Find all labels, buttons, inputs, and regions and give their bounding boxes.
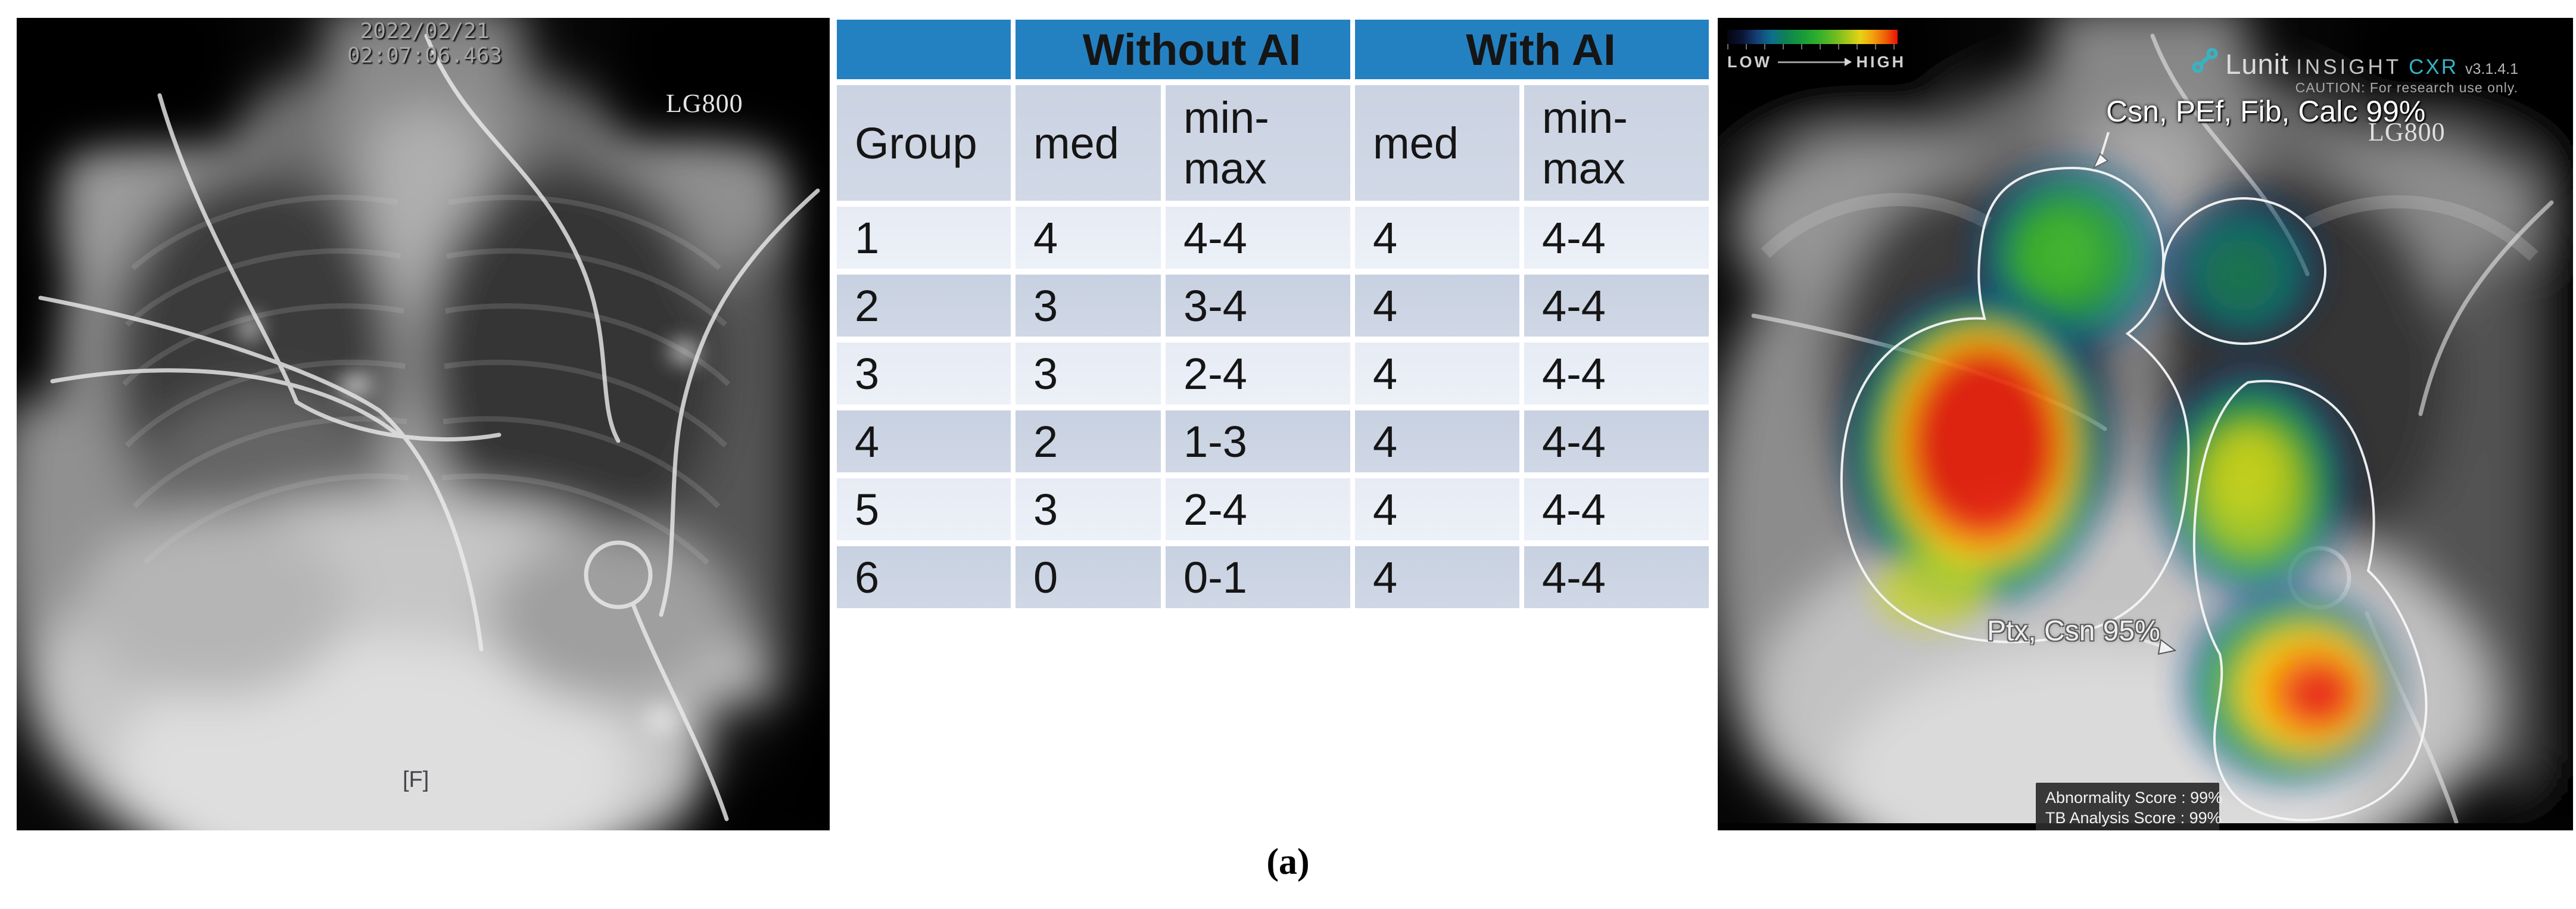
tb-analysis-score: TB Analysis Score : 99%	[2045, 809, 2222, 827]
finding-label-lower: Ptx, Csn 95%	[1987, 615, 2160, 647]
left-xray-image: 2022/02/21 02:07:06.463 LG800 [F]	[17, 18, 830, 830]
heatmap-colorbar: LOW HIGH	[1727, 30, 1907, 71]
xray-artwork	[17, 18, 830, 830]
table-cell: 4-4	[1166, 207, 1350, 269]
caution-note: CAUTION: For research use only.	[2295, 80, 2518, 95]
table-cell: 6	[837, 546, 1011, 608]
colorbar-ticks	[1727, 44, 1898, 49]
table-row: 2 3 3-4 4 4-4	[837, 275, 1709, 337]
comparison-table-wrap: Without AI With AI Group med min-max med…	[832, 14, 1714, 614]
finding-label-upper: Csn, PEf, Fib, Calc 99%	[2106, 95, 2426, 128]
table-cell: 0-1	[1166, 546, 1350, 608]
lunit-logo-icon	[2192, 48, 2218, 73]
column-header: med	[1355, 85, 1519, 201]
table-cell: 4-4	[1524, 207, 1709, 269]
ai-heatmap-overlay	[1843, 160, 2403, 789]
table-cell: 4-4	[1524, 410, 1709, 472]
abnormality-score: Abnormality Score : 99%	[2045, 789, 2223, 807]
table-cell: 3	[1016, 343, 1161, 404]
brand-version: v3.1.4.1	[2465, 61, 2518, 77]
colorbar-low-label: LOW	[1727, 53, 1772, 71]
column-header: med	[1016, 85, 1161, 201]
table-cell: 4	[1355, 546, 1519, 608]
ai-heatmap-image: LOW HIGH Lunit INSIGHT CXR v3.1.4.1 CAUT…	[1718, 18, 2573, 830]
ai-xray-artwork	[1718, 18, 2573, 830]
table-cell: 4	[1355, 478, 1519, 540]
table-cell: 0	[1016, 546, 1161, 608]
comparison-table: Without AI With AI Group med min-max med…	[832, 14, 1714, 614]
table-cell: 3	[837, 343, 1011, 404]
table-row: 3 3 2-4 4 4-4	[837, 343, 1709, 404]
table-row: 1 4 4-4 4 4-4	[837, 207, 1709, 269]
group-header-without-ai: Without AI	[1016, 20, 1350, 79]
table-corner-cell	[837, 20, 1011, 79]
electrode-clips	[241, 315, 699, 733]
table-cell: 4	[1355, 275, 1519, 337]
group-header-with-ai: With AI	[1355, 20, 1709, 79]
column-header: min-max	[1166, 85, 1350, 201]
table-subheader-row: Group med min-max med min-max	[837, 85, 1709, 201]
ecg-wires	[38, 33, 820, 821]
score-badge: Abnormality Score : 99% TB Analysis Scor…	[2036, 783, 2223, 830]
table-cell: 5	[837, 478, 1011, 540]
column-header: min-max	[1524, 85, 1709, 201]
table-cell: 2-4	[1166, 343, 1350, 404]
table-cell: 1-3	[1166, 410, 1350, 472]
table-cell: 2-4	[1166, 478, 1350, 540]
colorbar-arrow-icon	[1777, 58, 1852, 66]
table-cell: 3-4	[1166, 275, 1350, 337]
lunit-brand: Lunit INSIGHT CXR v3.1.4.1	[2192, 48, 2518, 80]
table-cell: 3	[1016, 275, 1161, 337]
clavicle-lines	[1761, 192, 2538, 261]
table-cell: 4	[1355, 410, 1519, 472]
brand-product: INSIGHT	[2296, 55, 2402, 79]
annotation-arrow-upper-icon	[2092, 132, 2110, 170]
table-cell: 4-4	[1524, 343, 1709, 404]
table-cell: 2	[1016, 410, 1161, 472]
table-row: 5 3 2-4 4 4-4	[837, 478, 1709, 540]
table-cell: 4	[1355, 207, 1519, 269]
table-cell: 4	[1016, 207, 1161, 269]
table-row: 6 0 0-1 4 4-4	[837, 546, 1709, 608]
table-cell: 4	[1355, 343, 1519, 404]
brand-module: CXR	[2409, 55, 2459, 79]
colorbar-gradient	[1727, 30, 1898, 44]
acquisition-time: 02:07:06.463	[347, 43, 503, 68]
column-header: Group	[837, 85, 1011, 201]
table-row: 4 2 1-3 4 4-4	[837, 410, 1709, 472]
colorbar-high-label: HIGH	[1856, 53, 1906, 71]
brand-vendor: Lunit	[2225, 48, 2290, 80]
lesion-contours	[1840, 166, 2428, 821]
table-cell: 1	[837, 207, 1011, 269]
table-cell: 4-4	[1524, 275, 1709, 337]
table-cell: 4	[837, 410, 1011, 472]
table-cell: 2	[837, 275, 1011, 337]
table-cell: 4-4	[1524, 546, 1709, 608]
table-cell: 3	[1016, 478, 1161, 540]
table-group-header-row: Without AI With AI	[837, 20, 1709, 79]
detector-label: LG800	[2368, 117, 2446, 147]
detector-label: LG800	[666, 89, 743, 118]
table-cell: 4-4	[1524, 478, 1709, 540]
rib-lines	[122, 194, 731, 565]
figure-caption: (a)	[1266, 842, 1310, 882]
annotation-arrow-lower-icon	[2141, 638, 2177, 655]
orientation-marker: [F]	[403, 767, 429, 792]
acquisition-timestamp: 2022/02/21 02:07:06.463	[297, 19, 553, 68]
acquisition-date: 2022/02/21	[360, 19, 490, 43]
